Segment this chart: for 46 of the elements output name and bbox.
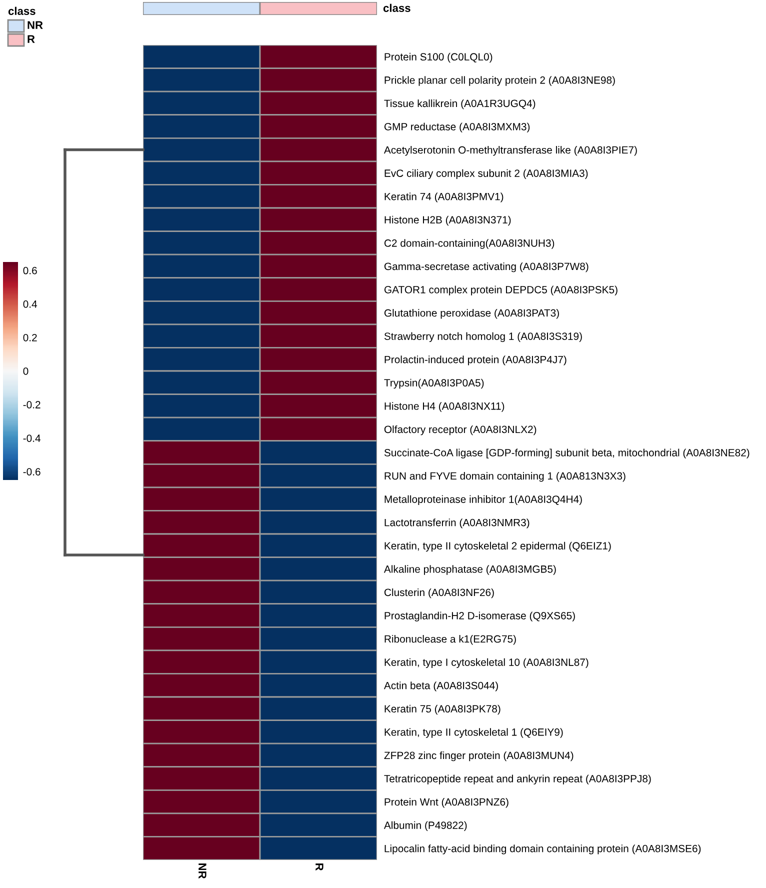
color-bar-label: -0.4 [23,434,41,442]
y-tick-label: GATOR1 complex protein DEPDC5 (A0A8I3PSK5) [384,286,618,296]
y-tick-label: Olfactory receptor (A0A8I3NLX2) [384,425,536,436]
y-tick-label: Acetylserotonin O-methyltransferase like (A0A8I3PIE7) [384,146,637,156]
y-tick-label: Strawberry notch homolog 1 (A0A8I3S319) [384,332,582,342]
y-tick-label: Gamma-secretase activating (A0A8I3P7W8) [384,262,588,272]
y-tick-label: Protein Wnt (A0A8I3PNZ6) [384,798,508,808]
y-tick-label: Keratin, type II cytoskeletal 1 (Q6EIY9) [384,728,563,738]
y-tick-label: Histone H2B (A0A8I3N371) [384,216,511,226]
y-tick-label: EvC ciliary complex subunit 2 (A0A8I3MIA3) [384,169,588,180]
y-tick-label: RUN and FYVE domain containing 1 (A0A813N3X3) [384,472,626,482]
legend-title: class [8,6,36,15]
y-tick-label: Histone H4 (A0A8I3NX11) [384,402,504,412]
y-tick-label: Albumin (P49822) [384,821,467,831]
y-tick-label: Lactotransferrin (A0A8I3NMR3) [384,518,530,528]
color-bar-label: 0 [23,368,28,375]
y-tick-label: Ribonuclease a k1(E2RG75) [384,635,516,645]
y-tick-label: Actin beta (A0A8I3S044) [384,682,498,692]
y-tick-label: Lipocalin fatty-acid binding domain containing protein (A0A8I3MSE6) [384,844,701,854]
y-tick-label: Prostaglandin-H2 D-isomerase (Q9XS65) [384,612,575,622]
color-bar-label: -0.2 [23,401,40,408]
y-tick-label: Prolactin-induced protein (A0A8I3P4J7) [384,356,566,366]
y-tick-label: Trypsin(A0A8I3P0A5) [384,378,484,389]
y-tick-label: C2 domain-containing(A0A8I3NUH3) [384,239,554,249]
category-label: NR [28,21,43,29]
y-tick-label: Clusterin (A0A8I3NF26) [384,588,494,598]
y-tick-label: Prickle planar cell polarity protein 2 (A0A8I3NE98) [384,76,615,86]
y-tick-label: GMP reductase (A0A8I3MXM3) [384,122,530,132]
y-tick-label: Tetratricopeptide repeat and ankyrin repeat (A0A8I3PPJ8) [384,774,651,784]
color-bar-label: 0.6 [23,266,37,274]
color-bar-label: 0.4 [23,300,38,308]
y-tick-label: ZFP28 zinc finger protein (A0A8I3MUN4) [384,751,574,762]
y-tick-label: Alkaline phosphatase (A0A8I3MGB5) [384,565,556,575]
y-tick-label: Succinate-CoA ligase [GDP-forming] subunit beta, mitochondrial (A0A8I3NE82) [384,448,750,458]
category-label: R [28,35,35,43]
y-tick-label: Tissue kallikrein (A0A1R3UGQ4) [384,99,536,110]
y-tick-label: Metalloproteinase inhibitor 1(A0A8I3Q4H4) [384,495,582,506]
y-tick-label: Glutathione peroxidase (A0A8I3PAT3) [384,309,559,319]
y-tick-label: Protein S100 (C0LQL0) [384,52,492,63]
text: class [383,4,410,12]
color-bar-label: 0.2 [23,334,37,342]
y-tick-label: Keratin 74 (A0A8I3PMV1) [384,192,504,202]
y-tick-label: Keratin 75 (A0A8I3PK78) [384,704,500,715]
color-bar-label: -0.6 [23,468,40,476]
y-tick-label: Keratin, type I cytoskeletal 10 (A0A8I3NL87) [384,658,588,668]
y-tick-label: Keratin, type II cytoskeletal 2 epidermal (Q6EIZ1) [384,542,611,552]
